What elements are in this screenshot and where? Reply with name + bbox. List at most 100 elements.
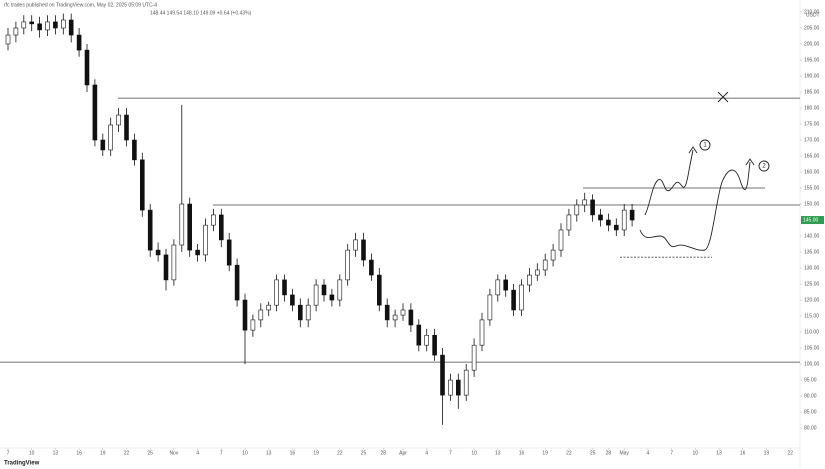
x-tick-label: 22 bbox=[787, 450, 793, 456]
x-tick-label: 28 bbox=[606, 450, 612, 456]
x-tick-label: 13 bbox=[495, 450, 501, 456]
candle-body bbox=[376, 274, 382, 306]
candle-body bbox=[448, 379, 453, 396]
x-tick-label: 10 bbox=[693, 450, 699, 456]
y-tick-label: 165.00 bbox=[804, 153, 820, 159]
candle-body bbox=[345, 249, 351, 281]
x-tick-label: 4 bbox=[425, 450, 428, 456]
footer-logo: TradingView bbox=[4, 461, 40, 467]
candle-body bbox=[495, 279, 501, 296]
candle-body bbox=[250, 319, 256, 331]
y-tick-label: 120.00 bbox=[804, 297, 820, 303]
y-tick-label: 85.00 bbox=[804, 409, 817, 415]
x-tick-label: 4 bbox=[647, 450, 650, 456]
candle-body bbox=[100, 139, 106, 151]
x-tick-label: 19 bbox=[542, 450, 548, 456]
candle-body bbox=[211, 214, 216, 226]
x-tick-label: 7 bbox=[449, 450, 452, 456]
candle-body bbox=[171, 244, 177, 281]
y-tick-label: 205.00 bbox=[804, 25, 820, 31]
candle-body bbox=[187, 203, 192, 251]
candle-body bbox=[234, 264, 240, 301]
y-tick-label: 95.00 bbox=[804, 377, 817, 383]
x-tick-label: 10 bbox=[471, 450, 477, 456]
x-tick-label: 22 bbox=[337, 450, 343, 456]
x-tick-label: 16 bbox=[76, 450, 82, 456]
x-tick-label: May bbox=[619, 450, 629, 456]
y-tick-label: 90.00 bbox=[804, 393, 817, 399]
x-tick-label: 19 bbox=[764, 450, 770, 456]
candle-body bbox=[534, 269, 540, 276]
x-tick-label: 13 bbox=[716, 450, 722, 456]
x-tick-label: 16 bbox=[290, 450, 296, 456]
x-tick-label: 28 bbox=[380, 450, 386, 456]
candle-body bbox=[116, 114, 121, 126]
y-tick-label: 150.00 bbox=[804, 201, 820, 207]
candle-body bbox=[92, 84, 98, 141]
candle-body bbox=[29, 21, 35, 25]
candle-body bbox=[76, 34, 82, 51]
y-tick-label: 170.00 bbox=[804, 137, 820, 143]
candle-body bbox=[566, 214, 572, 231]
x-tick-label: 4 bbox=[196, 450, 199, 456]
y-tick-label: 105.00 bbox=[804, 345, 820, 351]
candle-body bbox=[455, 379, 461, 396]
candle-body bbox=[68, 19, 74, 36]
annotation-circle bbox=[758, 160, 770, 172]
x-tick-label: 7 bbox=[220, 450, 223, 456]
annotation-circle bbox=[699, 139, 711, 151]
y-tick-label: 80.00 bbox=[804, 425, 817, 431]
y-axis-unit: USDT bbox=[806, 12, 820, 18]
y-tick-label: 125.00 bbox=[804, 281, 820, 287]
candle-body bbox=[45, 21, 50, 31]
candle-body bbox=[353, 239, 358, 251]
x-tick-label: 19 bbox=[100, 450, 106, 456]
candle-body bbox=[613, 224, 619, 231]
y-tick-label: 195.00 bbox=[804, 57, 820, 63]
y-tick-label: 110.00 bbox=[804, 329, 819, 335]
y-tick-label: 115.00 bbox=[804, 313, 819, 319]
y-tick-label: 155.00 bbox=[804, 185, 820, 191]
candle-body bbox=[282, 279, 287, 296]
candle-body bbox=[582, 199, 588, 206]
x-tick-label: 10 bbox=[242, 450, 248, 456]
candle-body bbox=[400, 309, 406, 316]
candle-body bbox=[408, 309, 414, 326]
candle-body bbox=[37, 23, 42, 31]
sketches bbox=[639, 91, 770, 251]
candle-body bbox=[13, 27, 19, 36]
candle-body bbox=[424, 334, 430, 346]
candle-body bbox=[155, 249, 161, 256]
header-title: rfc trades published on TradingView.com,… bbox=[4, 2, 157, 8]
y-tick-label: 190.00 bbox=[804, 73, 820, 79]
x-tick-label: Nov bbox=[169, 450, 178, 456]
y-tick-label: 175.00 bbox=[804, 121, 820, 127]
candle-body bbox=[487, 294, 493, 321]
x-tick-label: 13 bbox=[53, 450, 59, 456]
candle-body bbox=[384, 304, 390, 321]
candle-body bbox=[550, 249, 556, 261]
x-mark bbox=[717, 91, 729, 103]
candle-body bbox=[219, 214, 224, 241]
candle-body bbox=[132, 139, 137, 161]
candle-body bbox=[440, 354, 445, 396]
candle-body bbox=[542, 259, 548, 271]
candle-body bbox=[290, 294, 295, 306]
y-tick-label: 200.00 bbox=[804, 41, 820, 47]
candle-body bbox=[329, 294, 335, 301]
y-tick-label: 140.00 bbox=[804, 233, 820, 239]
candle-body bbox=[53, 21, 58, 29]
candle-body bbox=[471, 344, 477, 371]
x-tick-label: 22 bbox=[124, 450, 130, 456]
candle-body bbox=[203, 224, 208, 256]
y-tick-label: 180.00 bbox=[804, 105, 820, 111]
candle-body bbox=[266, 304, 272, 311]
x-tick-label: 16 bbox=[519, 450, 525, 456]
candle-body bbox=[60, 19, 66, 29]
candle-body bbox=[479, 319, 485, 346]
candle-body bbox=[179, 203, 185, 246]
candle-body bbox=[598, 214, 603, 221]
candle-body bbox=[305, 304, 311, 321]
